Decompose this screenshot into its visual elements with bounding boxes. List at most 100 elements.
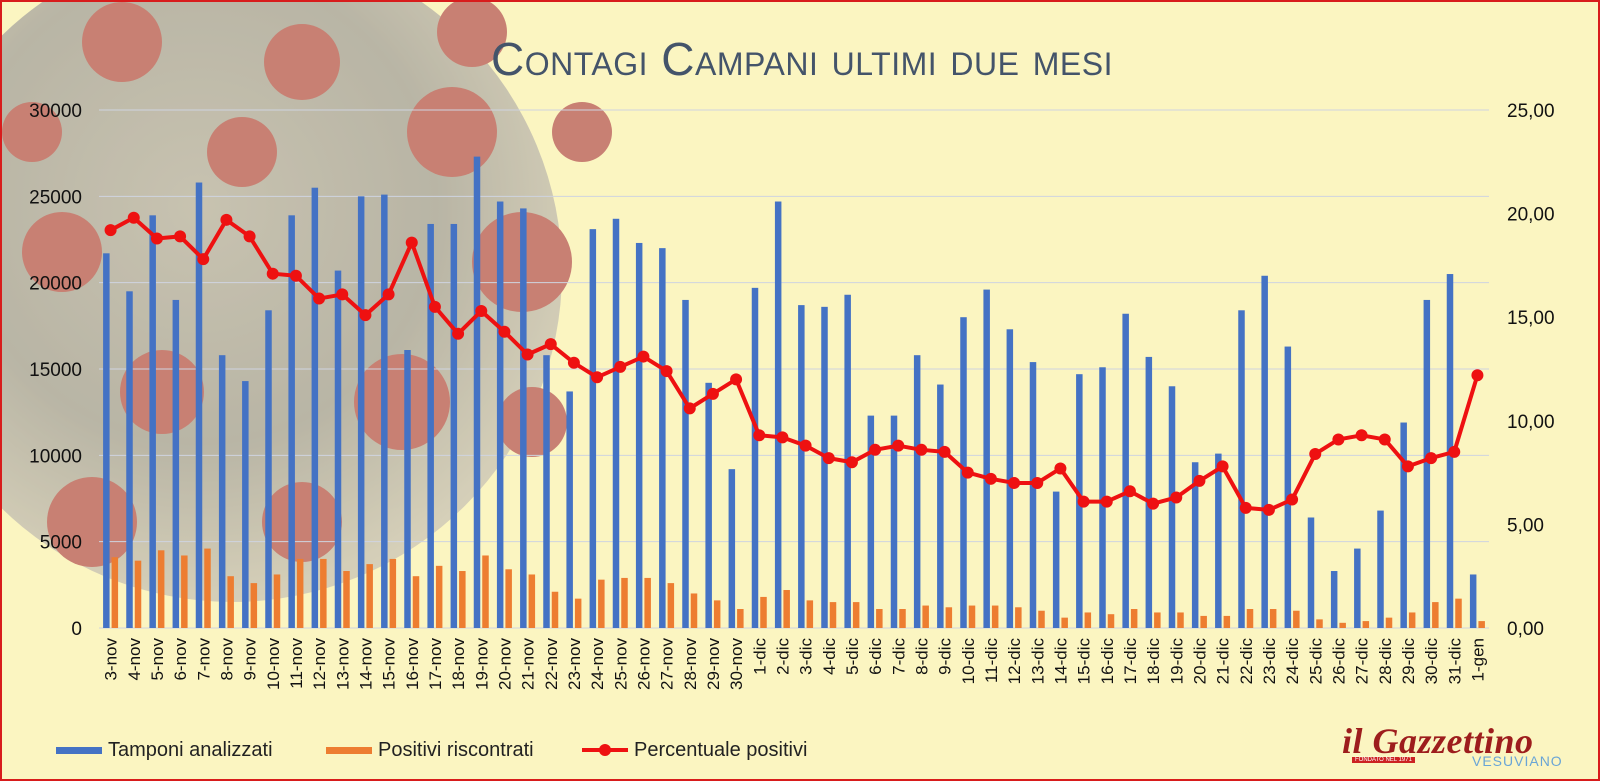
x-tick-label: 27-nov bbox=[658, 638, 677, 690]
bar-positivi bbox=[551, 591, 559, 628]
percent-point bbox=[730, 373, 743, 386]
percent-point bbox=[498, 325, 511, 338]
x-tick-label: 29-dic bbox=[1399, 638, 1418, 685]
bar-tamponi bbox=[1423, 299, 1431, 628]
percent-point bbox=[1332, 433, 1345, 446]
left-tick-label: 25000 bbox=[29, 187, 82, 208]
bar-tamponi bbox=[1122, 313, 1129, 628]
bar-tamponi bbox=[1215, 453, 1222, 628]
bar-positivi bbox=[320, 558, 327, 628]
bar-tamponi bbox=[937, 384, 944, 628]
percent-point bbox=[845, 456, 858, 469]
bar-positivi bbox=[1130, 609, 1138, 628]
bar-positivi bbox=[876, 609, 883, 628]
bar-tamponi bbox=[103, 253, 110, 628]
percent-point bbox=[174, 230, 187, 243]
percent-point bbox=[1170, 491, 1183, 504]
percent-point bbox=[591, 371, 604, 384]
percent-point bbox=[1286, 493, 1299, 506]
x-tick-label: 6-dic bbox=[866, 638, 885, 675]
percent-point bbox=[127, 211, 140, 224]
x-tick-label: 30-dic bbox=[1422, 638, 1441, 685]
x-tick-label: 30-nov bbox=[727, 638, 746, 690]
legend-swatch-positivi bbox=[326, 746, 372, 754]
x-tick-label: 20-dic bbox=[1190, 638, 1209, 685]
x-tick-label: 7-dic bbox=[889, 638, 908, 675]
x-tick-label: 27-dic bbox=[1353, 638, 1372, 685]
bar-positivi bbox=[598, 579, 605, 628]
percent-point bbox=[1471, 369, 1484, 382]
percent-point bbox=[892, 439, 905, 452]
left-tick-label: 10000 bbox=[29, 446, 82, 467]
bar-positivi bbox=[1339, 622, 1346, 628]
bar-positivi bbox=[574, 598, 582, 628]
bar-positivi bbox=[621, 577, 628, 628]
bar-positivi bbox=[1015, 607, 1022, 628]
x-tick-label: 5-dic bbox=[843, 638, 862, 675]
bar-tamponi bbox=[242, 381, 249, 628]
bar-tamponi bbox=[612, 218, 620, 628]
x-tick-label: 11-nov bbox=[287, 638, 306, 689]
legend-swatch-tamponi bbox=[56, 746, 102, 754]
x-tick-label: 3-nov bbox=[102, 638, 121, 681]
bar-positivi bbox=[945, 607, 953, 628]
bar-positivi bbox=[852, 602, 860, 628]
bar-tamponi bbox=[1052, 491, 1060, 628]
bar-positivi bbox=[227, 576, 234, 628]
bar-tamponi bbox=[798, 305, 805, 628]
chart-title: Contagi Campani ultimi due mesi bbox=[491, 33, 1113, 85]
percent-point bbox=[1031, 476, 1044, 489]
bar-tamponi bbox=[983, 289, 990, 628]
x-axis-labels: 3-nov 4-nov 5-nov 6-nov 7-nov 8-nov 9-nov 10-no… bbox=[102, 638, 1488, 690]
percent-point bbox=[1054, 462, 1067, 475]
bar-positivi bbox=[412, 576, 420, 628]
percent-point bbox=[938, 445, 951, 458]
x-tick-label: 18-dic bbox=[1144, 638, 1163, 685]
x-tick-label: 3-dic bbox=[797, 638, 816, 675]
bar-positivi bbox=[760, 596, 767, 628]
percent-point bbox=[1239, 501, 1252, 514]
left-axis-ticks: 0 5000 10000 15000 20000 25000 30000 bbox=[29, 101, 82, 640]
bar-tamponi bbox=[728, 469, 736, 628]
percent-point bbox=[984, 472, 997, 485]
bar-positivi bbox=[1084, 612, 1092, 628]
bar-positivi bbox=[899, 609, 906, 628]
bar-tamponi bbox=[705, 382, 712, 628]
x-tick-label: 16-dic bbox=[1098, 638, 1117, 685]
bar-tamponi bbox=[1145, 356, 1153, 628]
bar-tamponi bbox=[1168, 386, 1176, 628]
bar-tamponi bbox=[543, 355, 550, 628]
percent-point bbox=[1147, 497, 1160, 510]
percent-point bbox=[428, 300, 441, 313]
x-tick-label: 12-dic bbox=[1005, 638, 1024, 685]
bar-positivi bbox=[1408, 612, 1416, 628]
percent-point bbox=[336, 288, 349, 301]
bar-tamponi bbox=[357, 196, 365, 629]
x-tick-label: 16-nov bbox=[403, 638, 422, 690]
legend-item-percentuale: Percentuale positivi bbox=[582, 738, 807, 762]
x-tick-label: 9-dic bbox=[936, 638, 955, 675]
percent-point bbox=[961, 466, 974, 479]
percent-point bbox=[1309, 447, 1322, 460]
percent-point bbox=[1448, 445, 1461, 458]
percent-point bbox=[452, 327, 465, 340]
percent-point bbox=[567, 356, 580, 369]
x-tick-label: 31-dic bbox=[1445, 638, 1464, 685]
bar-positivi bbox=[690, 593, 698, 628]
bar-tamponi bbox=[172, 299, 180, 628]
percent-point bbox=[405, 236, 418, 249]
legend-label-positivi: Positivi riscontrati bbox=[378, 738, 534, 761]
percent-point bbox=[289, 269, 302, 282]
x-tick-label: 11-dic bbox=[982, 638, 1001, 684]
x-tick-label: 1-dic bbox=[750, 638, 769, 675]
x-tick-label: 26-dic bbox=[1329, 638, 1348, 685]
percent-point bbox=[1262, 503, 1275, 516]
bar-positivi bbox=[505, 569, 512, 628]
bar-tamponi bbox=[1330, 571, 1338, 628]
bar-tamponi bbox=[589, 229, 597, 628]
bar-positivi bbox=[1246, 609, 1254, 628]
bar-tamponi bbox=[1006, 329, 1014, 628]
x-tick-label: 1-gen bbox=[1468, 638, 1487, 681]
bar-positivi bbox=[1269, 609, 1277, 628]
percent-point bbox=[150, 232, 163, 245]
